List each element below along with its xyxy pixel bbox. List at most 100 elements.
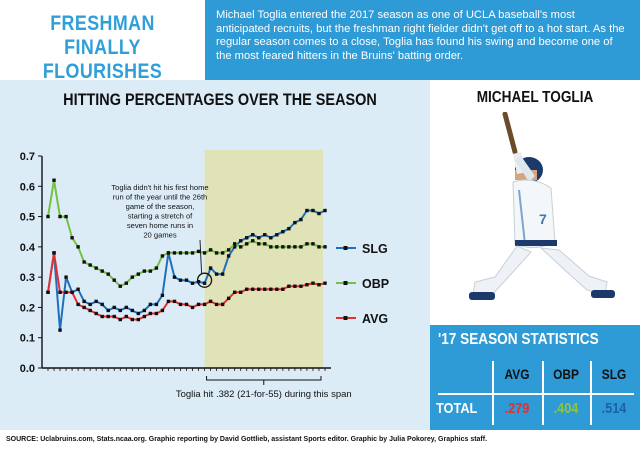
point-obp [148,269,153,273]
point-obp [190,251,195,255]
point-avg [220,302,225,307]
point-avg [58,290,62,294]
point-avg [178,302,183,307]
point-slg [281,230,285,234]
point-obp [238,245,243,249]
point-avg [172,299,177,304]
stats-header-obp: OBP [553,366,579,382]
stats-value-avg: .279 [504,400,530,417]
header-title: FRESHMAN FINALLY FLOURISHES [0,0,205,83]
point-avg [46,290,50,294]
point-avg [64,290,68,294]
point-slg [154,302,159,307]
point-obp [76,245,80,249]
point-avg [148,311,153,316]
point-obp [52,178,56,182]
point-slg [172,275,177,279]
point-obp [46,214,50,219]
point-obp [214,251,219,255]
point-slg [299,217,303,222]
point-slg [190,281,195,285]
point-obp [245,242,249,246]
y-tick-label: 0.3 [20,272,35,284]
point-obp [106,272,110,276]
y-tick-label: 0.5 [20,212,35,224]
point-obp [257,242,261,246]
point-slg [269,236,273,240]
point-slg [82,299,86,304]
header-title-line2: FINALLY FLOURISHES [42,36,163,83]
line-chart: 0.0 0.1 0.2 0.3 0.4 0.5 0.6 0.7 SLG OBP AVG Toglia … [20,150,389,400]
point-obp [100,269,104,273]
point-avg [275,287,279,291]
legend-marker [343,281,348,285]
point-avg [287,284,291,288]
point-obp [94,266,98,270]
point-slg [196,279,201,284]
point-obp [82,260,86,264]
legend-label-avg: AVG [362,312,388,326]
point-slg [106,308,110,313]
point-obp [232,242,237,246]
stats-divider-vertical [590,361,592,425]
point-obp [251,239,255,243]
point-avg [76,302,80,307]
y-tick-label: 0.1 [20,333,35,345]
point-slg [94,299,98,304]
point-obp [317,245,321,249]
header-title-line1: FRESHMAN [50,12,155,35]
point-obp [323,245,327,249]
point-slg [148,302,153,307]
point-avg [214,302,219,307]
point-obp [293,245,297,249]
stats-table: AVG OBP SLG TOTAL .279 .404 .514 [430,355,640,430]
point-obp [311,242,315,246]
chart-title: HITTING PERCENTAGES OVER THE SEASON [63,90,377,109]
stats-row-label: TOTAL [436,400,478,417]
point-slg [208,266,213,270]
point-avg [311,281,315,285]
y-tick-label: 0.2 [20,302,35,314]
point-avg [184,302,189,307]
point-obp [166,251,171,255]
point-avg [100,314,104,319]
point-obp [202,251,207,255]
point-avg [88,308,92,313]
point-slg [232,245,237,249]
y-tick-label: 0.4 [20,242,36,254]
point-avg [208,299,213,304]
point-avg [154,311,159,316]
point-slg [251,233,255,237]
span-note: Toglia hit .382 (21-for-55) during this … [176,389,352,400]
point-avg [52,251,56,255]
point-avg [82,305,86,310]
point-obp [154,266,159,270]
annotation-connector [199,239,203,274]
point-avg [124,314,128,319]
point-avg [232,290,237,294]
point-slg [202,281,207,285]
chart-panel: HITTING PERCENTAGES OVER THE SEASON 0.0 0… [0,80,430,430]
point-avg [317,283,321,287]
point-obp [220,251,225,255]
point-avg [251,287,255,291]
stats-header-avg: AVG [504,366,530,382]
point-avg [263,287,267,291]
point-slg [305,208,309,213]
point-avg [70,290,74,294]
point-avg [299,284,303,288]
point-avg [245,287,249,291]
point-avg [190,305,195,310]
point-slg [160,293,165,298]
point-slg [130,308,135,313]
point-avg [202,302,207,307]
stats-divider-horizontal [438,393,634,395]
point-slg [142,308,147,313]
point-obp [226,248,231,252]
legend-label-slg: SLG [362,242,388,256]
season-stats-panel: '17 SEASON STATISTICS AVG OBP SLG TOTAL … [430,325,640,430]
legend-label-obp: OBP [362,277,389,291]
footer-source: SOURCE: Uclabruins.com, Stats.ncaa.org. … [0,430,640,451]
y-tick-label: 0.6 [20,181,35,193]
point-avg [238,290,243,294]
